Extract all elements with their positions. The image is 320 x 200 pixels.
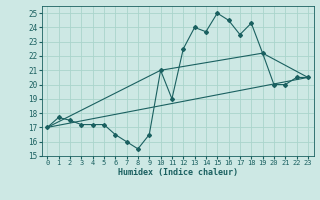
X-axis label: Humidex (Indice chaleur): Humidex (Indice chaleur) xyxy=(118,168,237,177)
